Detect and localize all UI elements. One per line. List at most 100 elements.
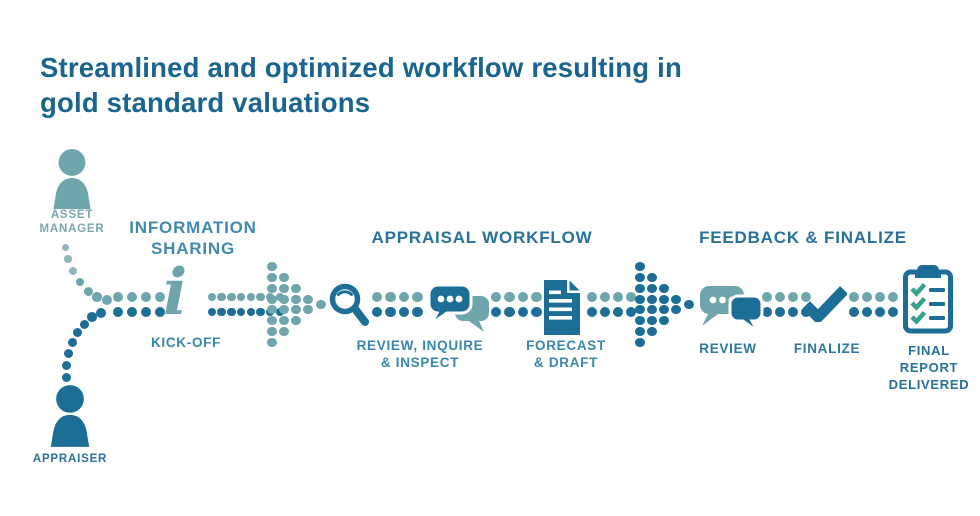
title-line: gold standard valuations (40, 87, 371, 118)
flow-dot (659, 294, 669, 304)
asset-manager-label: ASSET MANAGER (39, 208, 104, 236)
flow-dot (279, 316, 289, 326)
flow-dot (861, 291, 873, 303)
flow-dot (761, 291, 773, 303)
flow-dot (635, 262, 645, 272)
flow-dot (246, 292, 256, 302)
section-header-appraisal-workflow: APPRAISAL WORKFLOW (372, 227, 593, 248)
kick-off-label: KICK-OFF (151, 334, 221, 351)
review-label: REVIEW (699, 340, 756, 357)
flow-dot (155, 307, 165, 317)
flow-dot (64, 255, 72, 263)
flow-dot (236, 307, 246, 317)
flow-dot (72, 327, 82, 337)
flow-dot (398, 291, 410, 303)
flow-dot (504, 306, 515, 318)
flow-dot (141, 292, 151, 302)
flow-dot (635, 337, 645, 347)
flow-dot (141, 307, 151, 317)
section-header-line: APPRAISAL WORKFLOW (371, 228, 593, 247)
final-report-delivered-label: FINAL REPORT DELIVERED (889, 342, 970, 393)
flow-dot (291, 283, 301, 293)
chat-bubbles-icon (698, 284, 764, 336)
flow-dot (635, 316, 645, 326)
flow-dot (279, 272, 289, 283)
flow-dot (256, 307, 265, 317)
flow-dot (848, 306, 860, 318)
page-title: Streamlined and optimized workflow resul… (40, 50, 682, 120)
flow-dot (279, 305, 289, 315)
flow-dot (113, 307, 123, 317)
flow-dot (398, 306, 410, 318)
section-header-line: INFORMATION (129, 218, 257, 237)
clipboard-checklist-icon (902, 263, 954, 335)
flow-dot (635, 326, 645, 337)
flow-dot (671, 305, 681, 315)
flow-dot (599, 291, 611, 303)
step-label-line: & DRAFT (533, 355, 599, 370)
flow-dot (155, 292, 165, 302)
forecast-draft-label: FORECAST & DRAFT (526, 337, 606, 371)
flow-dot (635, 272, 645, 283)
section-header-feedback-finalize: FEEDBACK & FINALIZE (699, 227, 907, 248)
flow-dot (256, 292, 265, 302)
flow-dot (316, 299, 326, 310)
document-icon (541, 279, 583, 336)
flow-dot (92, 292, 102, 302)
flow-dot (887, 291, 899, 303)
flow-dot (113, 292, 123, 302)
flow-dot (207, 292, 217, 302)
section-header-information-sharing: INFORMATION SHARING (129, 217, 256, 259)
review-inquire-inspect-label: REVIEW, INQUIRE & INSPECT (357, 337, 484, 371)
finalize-label: FINALIZE (794, 340, 860, 357)
flow-dot (684, 299, 694, 310)
flow-dot (102, 295, 112, 305)
appraiser-icon (41, 384, 99, 448)
flow-dot (217, 307, 226, 317)
flow-dot (774, 306, 786, 318)
checkmark-icon (802, 286, 848, 325)
flow-dot (671, 294, 681, 304)
step-label-line: REVIEW, INQUIRE (356, 338, 484, 353)
flow-dot (800, 291, 812, 303)
flow-dot (127, 307, 137, 317)
flow-dot (635, 305, 645, 315)
flow-dot (303, 294, 313, 304)
flow-dot (625, 291, 637, 303)
flow-dot (787, 291, 799, 303)
flow-dot (79, 319, 89, 329)
flow-dot (303, 305, 313, 315)
flow-dot (291, 305, 301, 315)
flow-dot (861, 306, 873, 318)
flow-dot (385, 306, 396, 318)
flow-dot (531, 291, 542, 303)
flow-dot (874, 306, 886, 318)
flow-dot (659, 283, 669, 293)
flow-dot (586, 306, 598, 318)
flow-dot (517, 306, 529, 318)
flow-dot (267, 337, 277, 347)
actor-label-line: MANAGER (39, 223, 105, 235)
chat-bubbles-icon (427, 283, 491, 335)
flow-dot (291, 294, 301, 304)
flow-dot (635, 294, 645, 304)
flow-dot (531, 306, 542, 318)
flow-dot (127, 292, 137, 302)
info-icon: i (163, 255, 188, 330)
flow-dot (599, 306, 611, 318)
appraiser-label: APPRAISER (33, 452, 107, 466)
flow-dot (267, 272, 277, 283)
step-label-line: KICK-OFF (150, 335, 222, 350)
flow-dot (874, 291, 886, 303)
flow-dot (517, 291, 529, 303)
section-header-line: FEEDBACK & FINALIZE (699, 228, 907, 247)
actor-label-line: ASSET (50, 209, 94, 221)
flow-dot (647, 283, 657, 293)
flow-dot (236, 292, 246, 302)
flow-dot (96, 308, 106, 318)
flow-dot (371, 291, 383, 303)
step-label-line: REPORT (899, 360, 959, 375)
flow-dot (63, 348, 73, 358)
flow-dot (279, 294, 289, 304)
magnifier-icon (328, 282, 370, 332)
